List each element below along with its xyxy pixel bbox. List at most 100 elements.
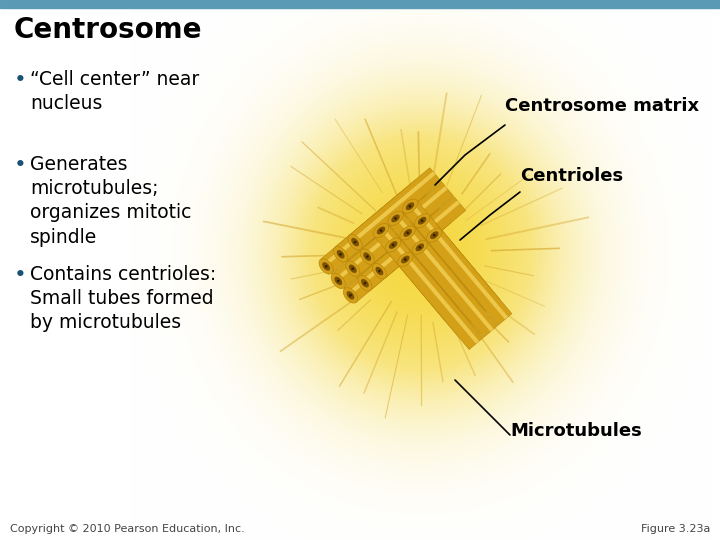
Polygon shape — [359, 209, 451, 290]
Polygon shape — [347, 194, 439, 275]
Ellipse shape — [412, 240, 428, 254]
Polygon shape — [381, 228, 455, 315]
Polygon shape — [393, 242, 467, 329]
Ellipse shape — [402, 199, 418, 213]
Ellipse shape — [323, 262, 330, 271]
Polygon shape — [434, 233, 508, 320]
Ellipse shape — [349, 265, 356, 273]
Ellipse shape — [333, 247, 348, 262]
Polygon shape — [348, 225, 431, 295]
Ellipse shape — [364, 252, 372, 261]
Polygon shape — [349, 168, 441, 249]
Text: •: • — [14, 265, 27, 285]
Polygon shape — [401, 227, 485, 323]
Ellipse shape — [354, 241, 356, 244]
Text: Copyright © 2010 Pearson Education, Inc.: Copyright © 2010 Pearson Education, Inc. — [10, 524, 245, 534]
Ellipse shape — [404, 258, 407, 261]
Ellipse shape — [379, 229, 382, 232]
Ellipse shape — [334, 276, 342, 285]
Ellipse shape — [378, 270, 381, 272]
Ellipse shape — [376, 267, 383, 275]
Ellipse shape — [349, 294, 352, 296]
Ellipse shape — [364, 282, 366, 285]
Polygon shape — [335, 180, 427, 261]
Text: Figure 3.23a: Figure 3.23a — [641, 524, 710, 534]
Ellipse shape — [377, 227, 385, 234]
Polygon shape — [345, 221, 436, 302]
Ellipse shape — [346, 291, 354, 300]
Polygon shape — [428, 230, 512, 325]
Ellipse shape — [391, 214, 400, 222]
Ellipse shape — [343, 288, 358, 303]
Text: Centrioles: Centrioles — [520, 167, 623, 185]
Polygon shape — [323, 196, 407, 266]
Ellipse shape — [372, 264, 387, 279]
Polygon shape — [410, 204, 484, 291]
Ellipse shape — [373, 224, 389, 238]
Polygon shape — [408, 230, 482, 317]
Polygon shape — [362, 213, 446, 283]
Ellipse shape — [319, 259, 333, 274]
Polygon shape — [395, 216, 469, 302]
Polygon shape — [374, 225, 459, 321]
Ellipse shape — [409, 205, 411, 207]
Ellipse shape — [394, 217, 397, 220]
Bar — [0, 0, 720, 8]
Ellipse shape — [433, 234, 436, 237]
Polygon shape — [420, 245, 494, 332]
Ellipse shape — [420, 219, 423, 222]
Ellipse shape — [389, 241, 397, 249]
Ellipse shape — [430, 231, 438, 239]
Ellipse shape — [366, 255, 369, 258]
Text: Centrosome: Centrosome — [14, 16, 202, 44]
Polygon shape — [403, 200, 487, 296]
Ellipse shape — [406, 232, 409, 234]
Ellipse shape — [346, 261, 360, 276]
Ellipse shape — [406, 202, 414, 210]
Ellipse shape — [426, 228, 442, 242]
Polygon shape — [353, 172, 436, 242]
Polygon shape — [389, 213, 473, 308]
Polygon shape — [386, 239, 471, 335]
Polygon shape — [350, 198, 433, 269]
Text: Centrosome matrix: Centrosome matrix — [505, 97, 699, 115]
Text: Generates
microtubules;
organizes mitotic
spindle: Generates microtubules; organizes mitoti… — [30, 155, 192, 247]
Polygon shape — [413, 241, 498, 338]
Polygon shape — [374, 197, 466, 278]
Polygon shape — [364, 186, 448, 256]
Ellipse shape — [403, 229, 412, 237]
Ellipse shape — [339, 253, 342, 255]
Ellipse shape — [351, 238, 359, 246]
Polygon shape — [415, 215, 500, 310]
Polygon shape — [422, 218, 496, 305]
Text: •: • — [14, 70, 27, 90]
Polygon shape — [333, 206, 425, 288]
Polygon shape — [405, 257, 479, 344]
Polygon shape — [398, 254, 483, 349]
Ellipse shape — [415, 244, 424, 251]
Ellipse shape — [351, 267, 354, 270]
Ellipse shape — [388, 211, 403, 226]
Polygon shape — [377, 200, 460, 271]
Polygon shape — [320, 192, 413, 273]
Ellipse shape — [418, 246, 421, 249]
Text: “Cell center” near
nucleus: “Cell center” near nucleus — [30, 70, 199, 113]
Ellipse shape — [401, 255, 410, 264]
Ellipse shape — [397, 252, 413, 267]
Ellipse shape — [337, 280, 340, 282]
Ellipse shape — [385, 238, 401, 252]
Ellipse shape — [392, 244, 395, 246]
Ellipse shape — [358, 275, 372, 291]
Polygon shape — [336, 210, 419, 281]
Ellipse shape — [360, 249, 374, 264]
Ellipse shape — [331, 273, 346, 288]
Ellipse shape — [325, 265, 328, 268]
Text: Microtubules: Microtubules — [510, 422, 642, 440]
Ellipse shape — [415, 214, 430, 228]
Ellipse shape — [348, 234, 362, 250]
Ellipse shape — [337, 250, 345, 259]
Text: Contains centrioles:
Small tubes formed
by microtubules: Contains centrioles: Small tubes formed … — [30, 265, 216, 333]
Text: •: • — [14, 155, 27, 175]
Ellipse shape — [400, 226, 415, 240]
Ellipse shape — [418, 217, 426, 225]
